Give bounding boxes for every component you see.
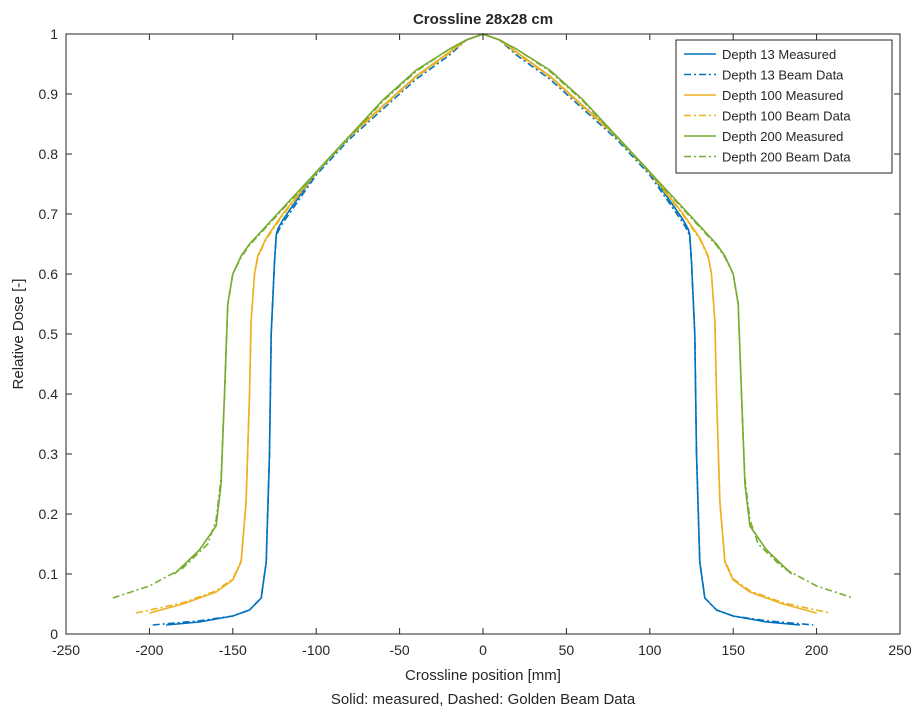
x-tick-label: 250 [888,642,912,658]
y-tick-label: 0.8 [39,146,59,162]
y-tick-label: 0 [50,626,58,642]
legend: Depth 13 Measured Depth 13 Beam Data Depth… [675,39,893,174]
x-tick-label: -250 [52,642,80,658]
y-axis-ticks: 0 0.1 0.2 0.3 0.4 0.5 0.6 0.7 0.8 0.9 1 [39,26,900,642]
series-line-4 [135,33,831,614]
legend-entry-label: Depth 13 Beam Data [722,68,844,83]
x-axis-label: Crossline position [mm] [405,667,561,684]
x-tick-label: -200 [135,642,163,658]
legend-entry-label: Depth 13 Measured [722,47,836,62]
y-tick-label: 0.9 [39,86,59,102]
y-tick-label: 0.4 [39,386,59,402]
chart-caption: Solid: measured, Dashed: Golden Beam Dat… [331,691,636,708]
x-tick-label: -100 [302,642,330,658]
y-axis-label: Relative Dose [-] [10,279,27,390]
y-tick-label: 0.7 [39,206,59,222]
x-axis-ticks: -250 -200 -150 -100 -50 0 50 100 150 200 250 [52,34,912,658]
y-tick-label: 0.6 [39,266,59,282]
y-tick-label: 0.3 [39,446,59,462]
series-line-6 [112,33,854,599]
x-tick-label: 150 [722,642,746,658]
y-tick-label: 0.1 [39,566,59,582]
x-tick-label: 100 [638,642,662,658]
chart-title: Crossline 28x28 cm [413,11,553,28]
y-tick-label: 1 [50,26,58,42]
legend-entry-label: Depth 100 Measured [722,88,843,103]
x-tick-label: -50 [389,642,409,658]
legend-box [675,39,893,174]
x-tick-label: 50 [559,642,575,658]
y-tick-label: 0.2 [39,506,59,522]
legend-entry-label: Depth 200 Measured [722,129,843,144]
y-tick-label: 0.5 [39,326,59,342]
legend-entry-label: Depth 200 Beam Data [722,150,851,165]
x-tick-label: -150 [219,642,247,658]
x-tick-label: 200 [805,642,829,658]
x-tick-label: 0 [479,642,487,658]
legend-entry-label: Depth 100 Beam Data [722,109,851,124]
